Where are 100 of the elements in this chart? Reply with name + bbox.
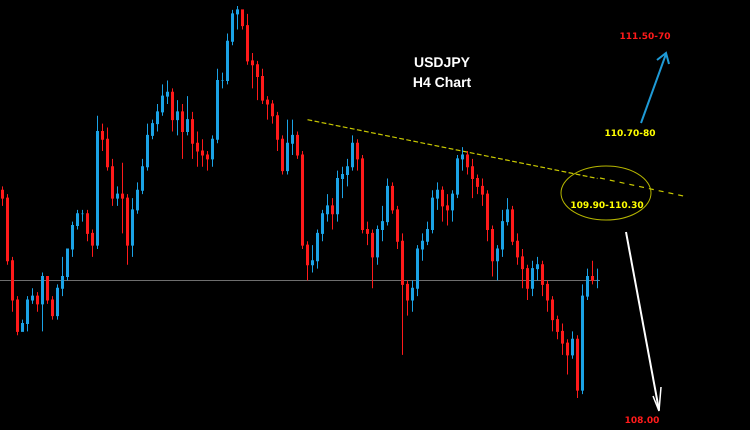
candlestick <box>341 166 344 199</box>
candlestick <box>311 244 314 274</box>
candlestick <box>81 209 84 222</box>
text: 111.50-70 <box>620 32 670 42</box>
text: USDJPY <box>414 54 471 70</box>
candlestick <box>361 154 364 234</box>
candlestick <box>481 178 484 206</box>
candlestick <box>101 123 104 152</box>
candlestick <box>411 280 414 312</box>
candlestick <box>376 225 379 266</box>
candlestick <box>391 182 394 214</box>
candlestick <box>26 296 29 332</box>
candlestick <box>456 154 459 199</box>
candlestick <box>16 296 19 336</box>
candlestick <box>531 260 534 297</box>
candlestick <box>201 138 204 168</box>
candlestick <box>266 96 269 120</box>
candlestick <box>566 338 569 375</box>
candlestick <box>546 280 549 312</box>
candlestick <box>551 296 554 332</box>
candlestick <box>331 198 334 230</box>
candlestick <box>326 194 329 222</box>
candlestick <box>21 319 24 332</box>
candlestick <box>116 186 119 206</box>
candlestick <box>151 119 154 140</box>
candlestick <box>166 80 169 104</box>
candlestick <box>226 32 229 85</box>
candlestick <box>256 60 259 101</box>
annotation: 109.90-110.30 <box>570 201 644 211</box>
candlestick <box>251 52 254 89</box>
candlestick <box>236 6 239 30</box>
candlestick <box>336 170 339 222</box>
candlestick <box>431 190 434 234</box>
candlestick <box>211 134 214 168</box>
candlestick <box>406 280 409 316</box>
candlestick <box>181 104 184 160</box>
candlestick <box>231 9 234 46</box>
candlestick <box>511 205 514 246</box>
candlestick <box>416 244 419 297</box>
candlestick <box>561 323 564 356</box>
text: H4 Chart <box>412 74 472 90</box>
candlestick <box>31 288 34 304</box>
candlestick <box>41 272 44 332</box>
candlestick <box>91 228 94 258</box>
candlestick <box>436 182 439 210</box>
candlestick <box>191 111 194 160</box>
candlestick <box>516 232 519 266</box>
candlestick <box>591 260 594 285</box>
candlestick <box>126 194 129 266</box>
candlestick <box>296 130 299 160</box>
candlestick <box>536 256 539 281</box>
candlestick <box>486 190 489 242</box>
candlestick <box>291 119 294 156</box>
candlestick <box>381 205 384 242</box>
candlestick <box>346 158 349 187</box>
candlestick <box>11 256 14 312</box>
candlestick <box>196 130 199 168</box>
candlestick <box>146 123 149 172</box>
candlestick <box>246 13 249 66</box>
candlestick <box>506 198 509 226</box>
candlestick <box>366 221 369 246</box>
candlestick <box>56 284 59 320</box>
candlestick <box>111 158 114 206</box>
candlestick <box>386 178 389 226</box>
candlestick <box>556 315 559 340</box>
candlestick <box>96 115 99 250</box>
candlestick <box>271 100 274 124</box>
candlestick <box>221 72 224 89</box>
candlestick <box>491 225 494 277</box>
candlestick <box>401 232 404 356</box>
candlestick <box>136 182 139 214</box>
candlestick <box>206 150 209 172</box>
candlestick <box>476 174 479 195</box>
candlestick <box>371 228 374 289</box>
candlestick <box>51 296 54 320</box>
candlestick <box>396 205 399 250</box>
candlestick <box>351 134 354 172</box>
candlestick <box>276 111 279 152</box>
candlestick <box>571 330 574 360</box>
candlestick <box>161 84 164 116</box>
candlestick <box>86 209 89 242</box>
candlestick <box>461 146 464 172</box>
candlestick <box>356 138 359 172</box>
candlestick <box>216 68 219 144</box>
candlestick <box>261 68 264 104</box>
candlestick <box>586 268 589 300</box>
candlestick <box>156 104 159 132</box>
candlestick <box>281 134 284 176</box>
candlestick <box>576 334 579 398</box>
candlestick <box>106 127 109 172</box>
candlestick <box>301 150 304 250</box>
candlestick <box>541 260 544 297</box>
candlestick <box>71 221 74 258</box>
candlestick <box>421 232 424 262</box>
text: 108.00 <box>624 416 660 426</box>
candlestick <box>451 190 454 222</box>
candlestick <box>286 119 289 176</box>
candlestick <box>321 209 324 242</box>
candlestick <box>426 221 429 246</box>
candlestick <box>171 88 174 132</box>
